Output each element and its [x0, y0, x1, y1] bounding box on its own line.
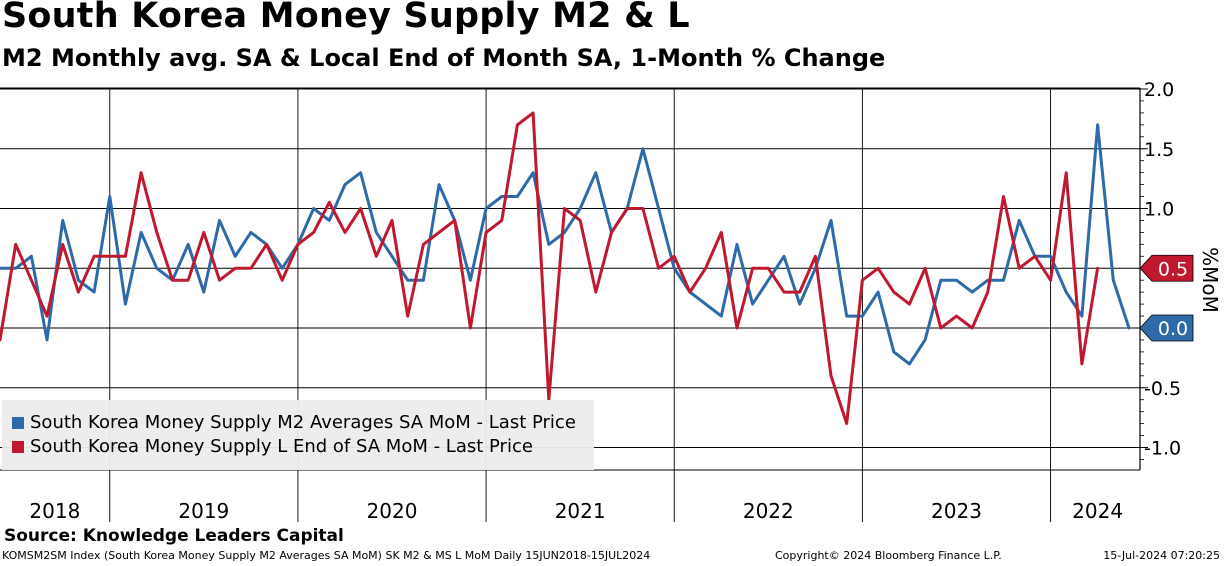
year-label: 2021: [555, 499, 606, 523]
series-line-l: [0, 111, 1100, 426]
last-value-label-m2: 0.0: [1158, 318, 1188, 340]
legend-swatch-l: [12, 440, 24, 453]
source-note: Source: Knowledge Leaders Capital: [4, 526, 344, 546]
legend-item-m2: South Korea Money Supply M2 Averages SA …: [12, 412, 576, 433]
footer-timestamp: 15-Jul-2024 07:20:25: [1103, 549, 1220, 562]
y-tick-label: 1.0: [1144, 199, 1174, 221]
y-tick-label: -0.5: [1144, 378, 1181, 400]
y-tick-label: 2.0: [1144, 79, 1174, 101]
year-label: 2020: [367, 499, 418, 523]
footer-index-info: KOMSM2SM Index (South Korea Money Supply…: [2, 549, 651, 562]
footer-copyright: Copyright© 2024 Bloomberg Finance L.P.: [775, 549, 1002, 562]
legend-item-l: South Korea Money Supply L End of SA MoM…: [12, 436, 533, 457]
year-label: 2019: [178, 499, 229, 523]
year-label: 2018: [29, 499, 80, 523]
legend-swatch-m2: [12, 416, 24, 429]
legend-label-l: South Korea Money Supply L End of SA MoM…: [30, 436, 533, 457]
series-line-m2: [0, 123, 1131, 366]
chart-subtitle: M2 Monthly avg. SA & Local End of Month …: [2, 44, 886, 72]
last-value-label-l: 0.5: [1158, 258, 1188, 280]
grid-lines: [0, 87, 1140, 522]
series-layer: [0, 111, 1131, 426]
last-value-badge-l: [1139, 254, 1194, 282]
legend-label-m2: South Korea Money Supply M2 Averages SA …: [30, 412, 576, 433]
x-axis: 2018 2019 2020 2021 2022 2023 2024: [29, 499, 1123, 523]
y-axis-title: %MoM: [1198, 247, 1222, 313]
chart: -1.0 -0.5 1.0 1.5 2.0 %MoM 0.0 0.5 2018 2019 2020…: [0, 79, 1222, 523]
y-tick-label: 1.5: [1144, 139, 1174, 161]
legend: South Korea Money Supply M2 Averages SA …: [2, 400, 594, 470]
last-value-badge-m2: [1139, 314, 1194, 342]
year-label: 2022: [743, 499, 794, 523]
y-axis: -1.0 -0.5 1.0 1.5 2.0 %MoM 0.0 0.5: [1139, 79, 1222, 470]
year-label: 2023: [931, 499, 982, 523]
year-label: 2024: [1072, 499, 1123, 523]
chart-title: South Korea Money Supply M2 & L: [2, 0, 690, 36]
y-tick-label: -1.0: [1144, 438, 1181, 460]
